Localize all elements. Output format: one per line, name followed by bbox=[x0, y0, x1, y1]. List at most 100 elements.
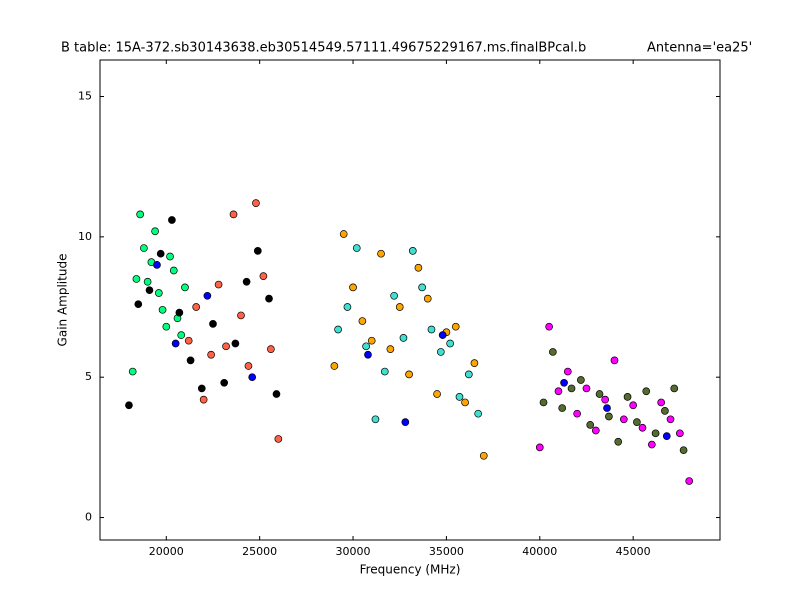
data-point bbox=[605, 412, 613, 421]
data-point bbox=[222, 342, 230, 351]
data-point bbox=[214, 280, 223, 289]
data-point bbox=[237, 311, 245, 320]
data-point bbox=[242, 277, 251, 286]
data-point bbox=[401, 418, 410, 426]
data-point bbox=[128, 367, 137, 376]
data-point bbox=[171, 339, 180, 348]
data-point bbox=[154, 289, 163, 297]
data-point bbox=[662, 432, 671, 440]
data-point bbox=[272, 390, 281, 398]
data-point bbox=[446, 339, 455, 348]
data-point bbox=[220, 378, 229, 387]
data-point bbox=[427, 325, 436, 334]
data-point bbox=[433, 390, 441, 398]
data-point bbox=[647, 440, 656, 449]
data-point bbox=[386, 345, 395, 353]
antenna-annotation: Antenna='ea25' bbox=[647, 41, 752, 56]
data-point bbox=[158, 305, 167, 314]
data-point bbox=[343, 303, 352, 311]
data-point bbox=[573, 409, 581, 418]
data-point bbox=[181, 283, 189, 292]
data-point bbox=[539, 398, 548, 407]
data-point bbox=[464, 370, 473, 379]
data-point bbox=[145, 286, 154, 295]
data-point bbox=[679, 446, 688, 455]
data-point bbox=[619, 415, 628, 424]
data-point bbox=[197, 384, 206, 393]
data-point bbox=[629, 401, 638, 410]
data-point bbox=[153, 261, 161, 269]
data-point bbox=[586, 421, 595, 429]
x-axis-label: Frequency (MHz) bbox=[360, 563, 461, 577]
data-point bbox=[610, 356, 619, 365]
data-point bbox=[545, 322, 553, 331]
data-point bbox=[177, 331, 186, 339]
plot-frame bbox=[99, 59, 721, 541]
data-point bbox=[577, 376, 585, 384]
data-point bbox=[560, 378, 568, 387]
data-point bbox=[390, 291, 398, 300]
data-point bbox=[267, 345, 275, 353]
data-point bbox=[399, 334, 408, 342]
data-point bbox=[603, 404, 611, 412]
data-point bbox=[657, 398, 666, 407]
data-point bbox=[461, 398, 469, 407]
x-tick-label: 20000 bbox=[149, 545, 184, 558]
data-point bbox=[651, 429, 660, 438]
data-point bbox=[349, 283, 357, 292]
data-point bbox=[436, 348, 445, 356]
data-point bbox=[362, 342, 370, 351]
data-point bbox=[136, 210, 145, 219]
data-point bbox=[661, 407, 669, 415]
data-point bbox=[470, 359, 479, 368]
data-point bbox=[371, 415, 380, 424]
data-point bbox=[209, 320, 217, 328]
y-tick-label: 15 bbox=[78, 89, 92, 102]
data-point bbox=[405, 370, 413, 379]
data-point bbox=[558, 404, 567, 412]
data-point bbox=[156, 249, 165, 258]
data-point bbox=[166, 252, 174, 261]
x-tick-label: 30000 bbox=[336, 545, 371, 558]
data-point bbox=[339, 230, 348, 238]
data-point bbox=[134, 300, 143, 309]
data-point bbox=[364, 350, 372, 359]
data-point bbox=[670, 384, 679, 393]
data-point bbox=[451, 322, 460, 331]
data-point bbox=[595, 390, 604, 398]
data-point bbox=[334, 325, 342, 334]
data-point bbox=[358, 317, 367, 325]
chart-title: B table: 15A-372.sb30143638.eb30514549.5… bbox=[61, 41, 586, 56]
data-point bbox=[601, 395, 610, 404]
data-point bbox=[143, 277, 152, 286]
data-point bbox=[207, 350, 215, 359]
data-point bbox=[203, 291, 212, 300]
data-point bbox=[479, 451, 488, 460]
data-point bbox=[377, 249, 385, 258]
x-tick-label: 45000 bbox=[616, 545, 651, 558]
data-point bbox=[252, 199, 260, 208]
data-point bbox=[162, 322, 171, 331]
data-point bbox=[265, 294, 273, 303]
data-point bbox=[623, 392, 632, 401]
data-point bbox=[408, 247, 417, 255]
data-point bbox=[642, 387, 651, 396]
data-point bbox=[567, 384, 576, 393]
data-point bbox=[199, 395, 208, 404]
data-point bbox=[151, 227, 159, 236]
data-point bbox=[675, 429, 684, 438]
data-point bbox=[633, 418, 641, 426]
data-point bbox=[455, 392, 464, 401]
data-point bbox=[423, 294, 432, 303]
data-point bbox=[614, 437, 623, 446]
data-point bbox=[418, 283, 426, 292]
data-point bbox=[244, 362, 253, 370]
data-point bbox=[229, 210, 238, 219]
data-point bbox=[582, 384, 591, 393]
data-point bbox=[186, 356, 195, 365]
data-point bbox=[549, 348, 557, 356]
data-point bbox=[132, 275, 141, 283]
y-tick-label: 5 bbox=[85, 370, 92, 383]
data-point bbox=[554, 387, 563, 396]
